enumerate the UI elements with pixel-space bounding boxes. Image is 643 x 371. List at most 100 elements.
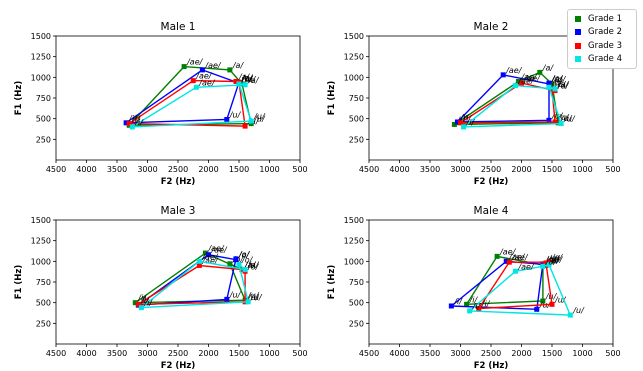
- data-label: /u/: [554, 295, 567, 304]
- data-point-grade-3-u: [549, 301, 555, 307]
- data-label: /o/: [548, 254, 561, 263]
- data-label: /i/: [459, 113, 469, 122]
- x-tick-label: 2000: [198, 349, 218, 358]
- data-label: /o/: [247, 262, 260, 271]
- data-label: /a/: [244, 261, 257, 270]
- data-point-grade-3-ae: [519, 80, 524, 86]
- data-point-grade-4-a: [552, 86, 558, 92]
- data-label: /ae/: [505, 66, 523, 75]
- data-label: /o/: [545, 255, 558, 264]
- data-label: /i/: [143, 299, 153, 308]
- legend-label: Grade 4: [588, 54, 623, 65]
- y-axis-label: F1 (Hz): [14, 81, 24, 116]
- data-label: /ae/: [517, 77, 535, 86]
- y-axis-label: F1 (Hz): [14, 265, 24, 300]
- legend-label: Grade 1: [588, 13, 623, 24]
- data-label: /i/: [456, 115, 466, 124]
- data-label: /a/: [542, 63, 555, 72]
- data-point-grade-1-ae: [202, 250, 208, 256]
- x-tick-label: 2000: [511, 349, 531, 358]
- data-label: /a/: [545, 257, 558, 266]
- x-tick-label: 2500: [481, 349, 501, 358]
- data-label: /u/: [560, 114, 573, 123]
- data-label: /ae/: [511, 253, 529, 262]
- y-tick-label: 500: [349, 115, 364, 124]
- x-tick-label: 1000: [259, 165, 279, 174]
- data-point-grade-1-o: [227, 261, 233, 267]
- series-line-grade-4: [139, 260, 250, 309]
- data-label: /ae/: [201, 256, 219, 265]
- data-label: /i/: [481, 299, 491, 308]
- data-label: /i/: [134, 118, 144, 127]
- data-point-grade-3-ae: [196, 262, 202, 268]
- data-point-grade-2-i: [123, 120, 129, 126]
- chart-title: Male 3: [161, 205, 196, 217]
- data-point-grade-3-ae: [506, 259, 512, 265]
- x-tick-label: 2500: [481, 165, 501, 174]
- y-tick-label: 250: [349, 319, 364, 328]
- data-point-grade-2-i: [454, 119, 460, 125]
- series-line-grade-1: [452, 71, 559, 126]
- data-label: /o/: [241, 75, 254, 84]
- data-point-grade-3-i: [135, 301, 141, 307]
- legend-label: Grade 3: [588, 40, 623, 51]
- data-label: /u/: [247, 291, 260, 300]
- data-label: /o/: [551, 74, 564, 83]
- x-tick-label: 3500: [107, 349, 127, 358]
- data-label: /a/: [551, 75, 564, 84]
- data-label: /a/: [557, 80, 570, 89]
- data-point-grade-1-o: [549, 81, 555, 87]
- chart-title: Male 1: [161, 21, 196, 33]
- data-point-grade-2-u: [224, 116, 230, 122]
- data-point-grade-1-a: [227, 67, 233, 73]
- data-point-grade-4-o: [546, 84, 552, 90]
- data-label: /u/: [247, 293, 260, 302]
- data-point-grade-3-u: [242, 123, 248, 129]
- data-point-grade-2-ae: [500, 72, 506, 78]
- data-label: /o/: [244, 75, 257, 84]
- y-axis-label: F1 (Hz): [327, 81, 337, 116]
- x-tick-label: 4000: [76, 349, 96, 358]
- data-label: /ae/: [508, 252, 526, 261]
- x-tick-label: 3500: [107, 165, 127, 174]
- data-point-grade-1-ae: [494, 253, 500, 259]
- data-point-grade-4-u: [558, 121, 564, 127]
- legend-swatch-grade-1: [575, 15, 581, 22]
- x-tick-label: 4500: [46, 349, 66, 358]
- data-label: /ae/: [198, 78, 216, 87]
- data-label: /ae/: [517, 262, 535, 271]
- data-point-grade-3-i: [476, 305, 482, 311]
- plot-frame: [55, 219, 301, 345]
- data-label: /u/: [563, 115, 576, 124]
- x-tick-label: 4500: [359, 165, 379, 174]
- data-point-grade-4-a: [242, 267, 248, 273]
- y-tick-label: 1500: [31, 216, 51, 225]
- data-point-grade-2-ae: [206, 252, 211, 258]
- data-label: /i/: [463, 114, 473, 123]
- data-point-grade-3-u: [552, 119, 558, 125]
- chart-title: Male 4: [474, 205, 509, 217]
- data-point-grade-4-ae: [193, 84, 199, 90]
- series-line-grade-4: [461, 84, 563, 128]
- data-label: /a/: [247, 76, 260, 85]
- data-label: /u/: [551, 111, 564, 120]
- data-label: /u/: [572, 306, 585, 315]
- data-label: /ae/: [499, 247, 517, 256]
- data-point-grade-4-a: [242, 82, 248, 88]
- data-label: /ae/: [204, 61, 222, 70]
- x-axis-label: F2 (Hz): [161, 177, 196, 187]
- series-line-grade-1: [127, 65, 253, 127]
- data-label: /a/: [241, 74, 254, 83]
- chart-panel-male-2: Male 2/i//u//o//a//ae//i//u//o//a//ae//i…: [327, 21, 621, 187]
- data-point-grade-2-i: [448, 303, 454, 309]
- data-label: /o/: [551, 256, 564, 265]
- y-tick-label: 1000: [31, 73, 51, 82]
- data-label: /a/: [548, 256, 561, 265]
- x-tick-label: 2500: [168, 349, 188, 358]
- data-label: /o/: [554, 80, 567, 89]
- data-label: /u/: [253, 112, 266, 121]
- data-label: /i/: [469, 295, 479, 304]
- y-tick-label: 1500: [344, 32, 364, 41]
- data-point-grade-1-i: [451, 121, 457, 127]
- data-label: /ae/: [524, 74, 542, 83]
